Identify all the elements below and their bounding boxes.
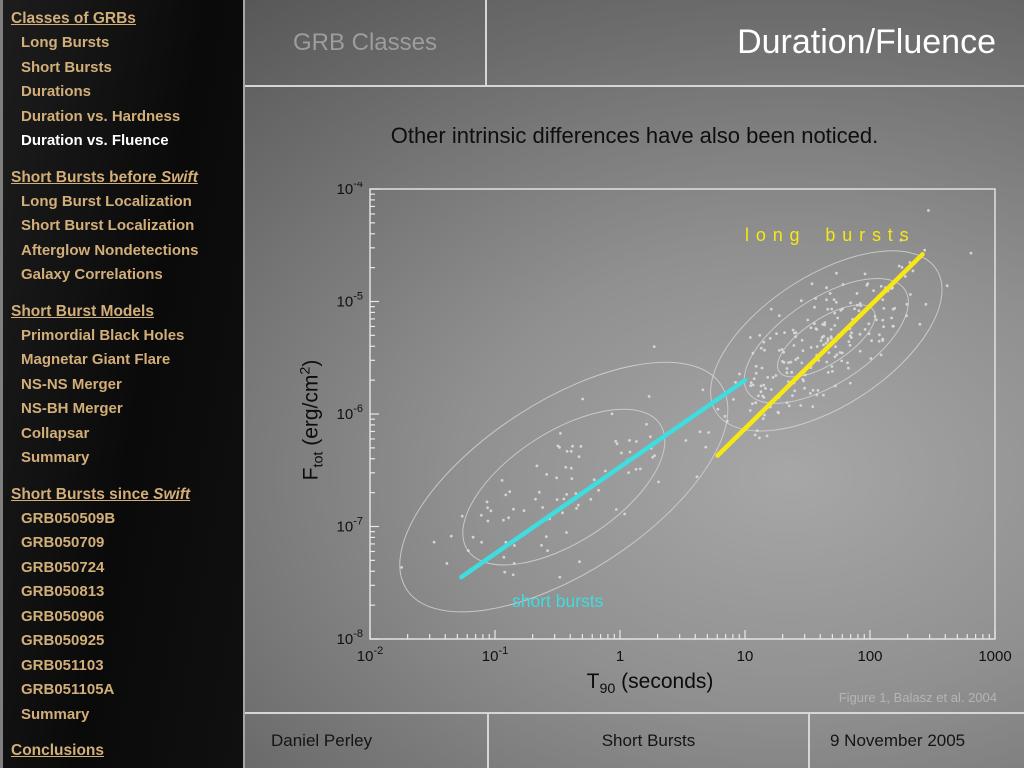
sidebar-item[interactable]: NS-NS Merger xyxy=(21,375,122,393)
sidebar-item[interactable]: Collapsar xyxy=(21,424,90,442)
sidebar-item[interactable]: Primordial Black Holes xyxy=(21,326,185,344)
sidebar-item[interactable]: Magnetar Giant Flare xyxy=(21,351,171,368)
plot-frame xyxy=(369,188,996,640)
sidebar-item[interactable]: GRB050709 xyxy=(21,534,105,551)
sidebar-section-title[interactable]: Short Bursts since Swift xyxy=(11,485,191,503)
sidebar-item[interactable]: Durations xyxy=(21,83,92,100)
slide-nav-sidebar: Classes of GRBs Long Bursts Short Bursts Du… xyxy=(0,0,245,768)
sidebar-item[interactable]: GRB050925 xyxy=(21,632,105,649)
y-axis-title: Ftot (erg/cm2) xyxy=(297,359,327,481)
slide-title: Duration/Fluence xyxy=(737,23,996,61)
sidebar-section-title[interactable]: Conclusions xyxy=(11,742,105,759)
svg-text:1: 1 xyxy=(616,648,624,665)
svg-text:10-8: 10-8 xyxy=(337,628,363,648)
scatter-plot-svg: 10-2 10-1 1 10 100 1000 10-4 10-5 10-6 10-7 10-8 xyxy=(337,178,1012,665)
short-bursts-label: short bursts xyxy=(512,591,604,611)
footer-author: Daniel Perley xyxy=(271,731,373,750)
sidebar-item[interactable]: NS-BH Merger xyxy=(21,400,123,417)
sidebar-item[interactable]: Duration vs. Fluence xyxy=(21,132,169,149)
footer-section: Short Bursts xyxy=(487,714,808,768)
sidebar-section-title[interactable]: Classes of GRBs xyxy=(11,10,136,27)
slide-header: GRB Classes Duration/Fluence xyxy=(245,0,1024,87)
content-heading: Other intrinsic differences have also be… xyxy=(390,123,879,148)
sidebar-item[interactable]: Summary xyxy=(21,449,90,466)
x-axis-title: T90 (seconds) xyxy=(586,670,714,698)
svg-text:10-5: 10-5 xyxy=(337,291,363,311)
sidebar-section: Short Bursts before Swift Long Burst Loca… xyxy=(3,165,243,288)
svg-text:10-2: 10-2 xyxy=(357,645,383,665)
long-bursts-fit-line xyxy=(715,252,925,458)
duration-fluence-chart: 10-2 10-1 1 10 100 1000 10-4 10-5 10-6 10-7 10-8 xyxy=(300,178,1015,682)
axis-ticks xyxy=(369,188,996,640)
slide-footer: Daniel Perley Short Bursts 9 November 20… xyxy=(245,712,1024,768)
sidebar-section-title[interactable]: Short Bursts before Swift xyxy=(11,168,198,186)
svg-text:10-1: 10-1 xyxy=(482,645,508,665)
sidebar-item[interactable]: GRB050906 xyxy=(21,607,105,625)
long-bursts-label: long bursts xyxy=(745,225,916,245)
svg-text:1000: 1000 xyxy=(978,648,1011,665)
short-bursts-fit-line xyxy=(459,378,748,580)
sidebar-section: Short Bursts since Swift GRB050509B GRB050… xyxy=(3,482,243,728)
sidebar-item[interactable]: Galaxy Correlations xyxy=(21,266,163,283)
sidebar-item[interactable]: GRB051103 xyxy=(21,656,104,674)
sidebar-item[interactable]: GRB051105A xyxy=(21,681,115,698)
sidebar-section-title[interactable]: Short Burst Models xyxy=(11,302,154,320)
sidebar-item[interactable]: Short Bursts xyxy=(21,58,112,76)
sidebar-section: Classes of GRBs Long Bursts Short Bursts Du… xyxy=(3,6,243,154)
svg-text:10-4: 10-4 xyxy=(337,182,363,198)
sidebar-item[interactable]: Long Bursts xyxy=(21,34,110,51)
sidebar-item[interactable]: Summary xyxy=(21,705,90,723)
sidebar-item[interactable]: Duration vs. Hardness xyxy=(21,107,181,125)
sidebar-section: Short Burst Models Primordial Black Holes… xyxy=(3,299,243,471)
figure-caption: Figure 1, Balasz et al. 2004 xyxy=(838,690,997,705)
svg-text:10: 10 xyxy=(737,648,754,665)
sidebar-item[interactable]: Afterglow Nondetections xyxy=(21,241,199,259)
slide-content: Other intrinsic differences have also be… xyxy=(245,87,1024,712)
footer-date: 9 November 2005 xyxy=(808,714,1024,768)
sidebar-item[interactable]: Long Burst Localization xyxy=(21,192,192,210)
svg-text:10-6: 10-6 xyxy=(337,403,363,423)
section-label: GRB Classes xyxy=(245,0,487,85)
scatter-points xyxy=(400,209,973,579)
sidebar-item[interactable]: GRB050509B xyxy=(21,509,116,527)
sidebar-item[interactable]: Short Burst Localization xyxy=(21,217,195,234)
sidebar-item[interactable]: GRB050813 xyxy=(21,583,105,600)
sidebar-section: Conclusions xyxy=(3,738,243,763)
axis-tick-labels: 10-2 10-1 1 10 100 1000 10-4 10-5 10-6 10-7 10-8 xyxy=(337,178,1012,665)
svg-text:10-7: 10-7 xyxy=(337,516,363,536)
svg-text:100: 100 xyxy=(857,648,882,665)
slide-main: GRB Classes Duration/Fluence Other intri… xyxy=(245,0,1024,768)
sidebar-item[interactable]: GRB050724 xyxy=(21,558,105,576)
